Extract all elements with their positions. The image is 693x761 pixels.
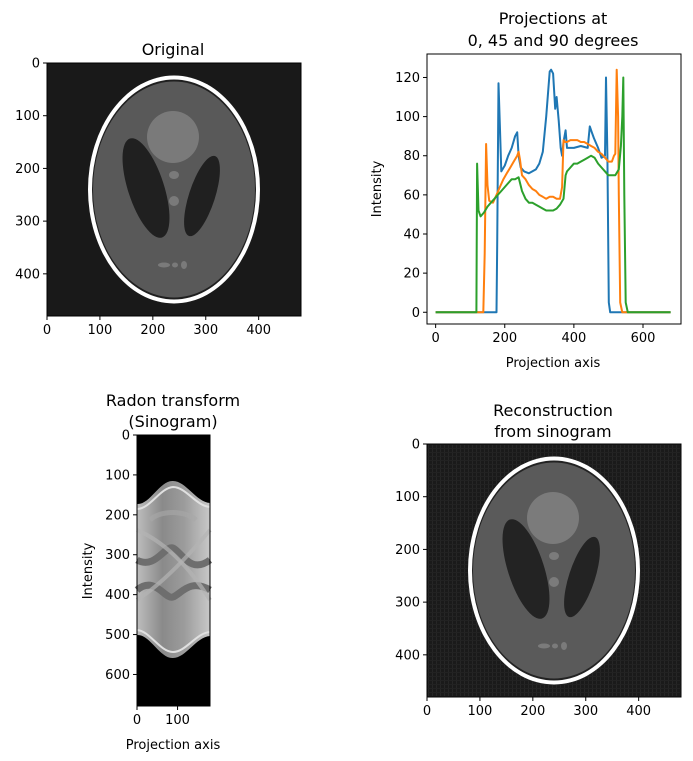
projections-x-tick-label: 600 (631, 331, 656, 346)
projection-series-2 (435, 68, 671, 314)
original-x-tick-label: 100 (88, 323, 113, 338)
reconstruction-panel: Reconstruction from sinogram 0 100 200 300 4… (395, 401, 682, 719)
projections-panel: Projections at 0, 45 and 90 degrees 0 200… (370, 9, 682, 371)
reconstruction-x-ticks: 0 100 200 300 400 (423, 697, 651, 719)
original-title: Original (142, 40, 205, 59)
projections-x-tick-label: 400 (561, 331, 586, 346)
original-x-ticks: 0 100 200 300 400 (43, 316, 271, 338)
sinogram-y-label: Intensity (81, 542, 96, 599)
original-y-tick-label: 200 (15, 162, 40, 177)
projection-series-3 (435, 76, 671, 314)
reconstruction-y-tick-label: 100 (395, 490, 420, 505)
reconstruction-y-tick-label: 200 (395, 543, 420, 558)
sinogram-y-tick-label: 400 (105, 588, 130, 603)
projections-y-tick-label: 20 (403, 267, 420, 282)
original-y-tick-label: 100 (15, 109, 40, 124)
sinogram-y-tick-label: 200 (105, 508, 130, 523)
projections-y-ticks: 0 20 40 60 80 100 120 (395, 71, 427, 321)
sinogram-image (134, 435, 213, 706)
sinogram-panel: Radon transform (Sinogram) 0 100 0 100 200 3… (81, 391, 240, 753)
reconstruction-y-tick-label: 400 (395, 648, 420, 663)
reconstruction-image (427, 444, 681, 697)
reconstruction-y-tick-label: 0 (412, 438, 420, 453)
original-y-ticks: 0 100 200 300 400 (15, 57, 47, 282)
projections-y-tick-label: 60 (403, 188, 420, 203)
projections-x-tick-label: 0 (431, 331, 439, 346)
sinogram-y-tick-label: 600 (105, 668, 130, 683)
sinogram-y-tick-label: 0 (122, 429, 130, 444)
sinogram-x-ticks: 0 100 (133, 706, 190, 728)
reconstruction-title-line-2: from sinogram (494, 422, 611, 441)
projections-y-tick-label: 120 (395, 71, 420, 86)
sinogram-y-tick-label: 500 (105, 628, 130, 643)
projections-x-tick-label: 200 (492, 331, 517, 346)
sinogram-y-tick-label: 100 (105, 468, 130, 483)
reconstruction-x-tick-label: 300 (573, 704, 598, 719)
projections-y-label: Intensity (370, 160, 385, 217)
original-x-tick-label: 300 (193, 323, 218, 338)
reconstruction-x-tick-label: 200 (520, 704, 545, 719)
reconstruction-y-tick-label: 300 (395, 596, 420, 611)
projections-y-tick-label: 40 (403, 228, 420, 243)
projection-series-1 (435, 68, 671, 314)
reconstruction-title-line-1: Reconstruction (493, 401, 613, 420)
original-x-tick-label: 0 (43, 323, 51, 338)
projections-x-ticks: 0 200 400 600 (431, 324, 655, 346)
projections-y-tick-label: 0 (412, 306, 420, 321)
reconstruction-x-tick-label: 400 (626, 704, 651, 719)
original-y-tick-label: 400 (15, 267, 40, 282)
projections-x-label: Projection axis (506, 356, 601, 371)
original-panel: Original 0 100 200 300 400 0 100 200 300 400 (15, 40, 302, 338)
reconstruction-x-tick-label: 0 (423, 704, 431, 719)
sinogram-y-ticks: 0 100 200 300 400 500 600 (105, 429, 137, 683)
sinogram-title-line-2: (Sinogram) (128, 412, 217, 431)
projection-lines (435, 68, 671, 314)
sinogram-y-tick-label: 300 (105, 548, 130, 563)
projections-title-line-2: 0, 45 and 90 degrees (468, 31, 639, 50)
original-x-tick-label: 200 (140, 323, 165, 338)
reconstruction-y-ticks: 0 100 200 300 400 (395, 438, 427, 663)
sinogram-x-label: Projection axis (126, 738, 221, 753)
sinogram-x-tick-label: 100 (165, 713, 190, 728)
reconstruction-x-tick-label: 100 (468, 704, 493, 719)
original-y-tick-label: 0 (32, 57, 40, 72)
sinogram-x-tick-label: 0 (133, 713, 141, 728)
original-x-tick-label: 400 (246, 323, 271, 338)
original-image (47, 63, 301, 316)
projections-y-tick-label: 80 (403, 149, 420, 164)
original-y-tick-label: 300 (15, 215, 40, 230)
projections-title-line-1: Projections at (499, 9, 608, 28)
projections-y-tick-label: 100 (395, 110, 420, 125)
sinogram-title-line-1: Radon transform (106, 391, 240, 410)
